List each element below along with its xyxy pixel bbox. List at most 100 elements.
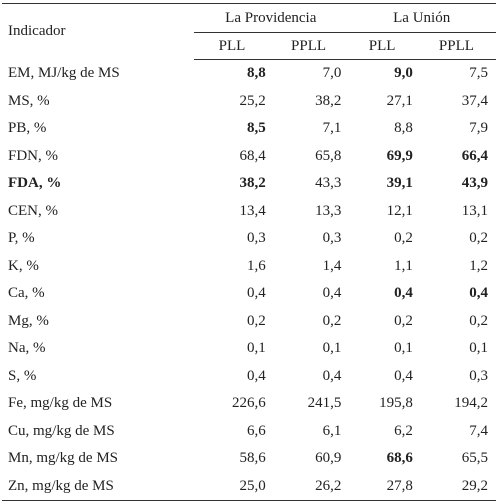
table-row: K, % 1,6 1,4 1,1 1,2 [2,253,496,281]
table-cell: 0,4 [469,285,488,302]
table-cell: 226,6 [232,395,266,412]
table-cell: 194,2 [454,395,488,412]
header-row-groups: Indicador La Providencia La Unión [2,3,496,60]
table-row: Mg, % 0,2 0,2 0,2 0,2 [2,308,496,336]
table-cell: 27,1 [386,92,413,109]
table-row: EM, MJ/kg de MS 8,8 7,0 9,0 7,5 [2,60,496,88]
table-cell: 0,1 [322,340,342,357]
row-label: PB, % [8,120,47,137]
table-cell: 0,1 [394,340,413,357]
table-cell: 1,6 [247,257,266,274]
table-cell: 37,4 [461,92,488,109]
table-cell: 0,4 [394,367,413,384]
subcolumn-header: PPLL [416,32,496,60]
table-row: Zn, mg/kg de MS 25,0 26,2 27,8 29,2 [2,472,496,501]
table-cell: 0,4 [322,285,342,302]
table-cell: 13,4 [239,202,266,219]
row-label: Mn, mg/kg de MS [8,450,119,467]
table-cell: 12,1 [386,202,413,219]
table-cell: 0,4 [247,285,266,302]
table-cell: 8,8 [247,65,266,82]
table-cell: 1,2 [469,257,488,274]
group-header-la-providencia: La Providencia [194,3,348,33]
table-cell: 0,4 [247,367,266,384]
table-cell: 0,4 [394,285,413,302]
table-row: Na, % 0,1 0,1 0,1 0,1 [2,335,496,363]
table-cell: 7,9 [469,120,488,137]
nutrient-table: Indicador La Providencia La Unión PLL PP… [2,3,496,501]
table-cell: 6,6 [247,422,266,439]
indicator-header: Indicador [2,3,195,60]
row-label: Ca, % [8,285,45,302]
row-label: FDN, % [8,147,59,164]
table-row: Cu, mg/kg de MS 6,6 6,1 6,2 7,4 [2,418,496,446]
row-label: CEN, % [8,202,58,219]
table-row: Mn, mg/kg de MS 58,6 60,9 68,6 65,5 [2,445,496,473]
table-cell: 0,2 [469,312,488,329]
table-cell: 58,6 [239,450,266,467]
table-cell: 0,1 [469,340,488,357]
table-cell: 0,1 [247,340,266,357]
table-cell: 6,1 [322,422,342,439]
table-cell: 0,3 [247,230,266,247]
table-cell: 6,2 [394,422,413,439]
subcolumn-header: PLL [347,32,417,60]
table-cell: 0,4 [322,367,342,384]
table-cell: 7,4 [469,422,488,439]
subcolumn-header: PPLL [269,32,348,60]
row-label: Zn, mg/kg de MS [2,472,195,501]
table-cell: 43,3 [315,175,342,192]
table-row: MS, % 25,2 38,2 27,1 37,4 [2,88,496,116]
table-cell: 1,4 [322,257,342,274]
table-cell: 43,9 [461,175,488,192]
row-label: S, % [8,367,37,384]
table-cell: 8,8 [394,120,413,137]
table-cell: 0,3 [469,367,488,384]
table-row: Ca, % 0,4 0,4 0,4 0,4 [2,280,496,308]
table-body: EM, MJ/kg de MS 8,8 7,0 9,0 7,5 MS, % 25,2 38,2… [2,60,496,501]
row-label: K, % [8,257,39,274]
table-cell: 60,9 [315,450,342,467]
table-cell: 68,6 [386,450,413,467]
table-cell: 8,5 [247,120,266,137]
table-row: S, % 0,4 0,4 0,4 0,3 [2,363,496,391]
row-label: Fe, mg/kg de MS [8,395,113,412]
row-label: Cu, mg/kg de MS [8,422,115,439]
table-cell: 66,4 [461,147,488,164]
table-cell: 68,4 [239,147,266,164]
table-cell: 241,5 [307,395,342,412]
table-cell: 7,0 [322,65,342,82]
table-cell: 26,2 [269,472,348,501]
table-cell: 65,5 [461,450,488,467]
table-row: Fe, mg/kg de MS 226,6 241,5 195,8 194,2 [2,390,496,418]
table-row: P, % 0,3 0,3 0,2 0,2 [2,225,496,253]
row-label: FDA, % [8,175,62,192]
table-cell: 69,9 [386,147,413,164]
table-cell: 0,2 [394,230,413,247]
table-cell: 38,2 [239,175,266,192]
row-label: Mg, % [8,312,49,329]
row-label: P, % [8,230,35,247]
table-cell: 25,2 [239,92,266,109]
table-cell: 195,8 [379,395,413,412]
table-cell: 0,2 [322,312,342,329]
table-row: FDN, % 68,4 65,8 69,9 66,4 [2,143,496,171]
table-cell: 7,1 [322,120,342,137]
table-cell: 0,3 [322,230,342,247]
table-cell: 1,1 [394,257,413,274]
table-cell: 0,2 [247,312,266,329]
table-row: CEN, % 13,4 13,3 12,1 13,1 [2,198,496,226]
table-row: FDA, % 38,2 43,3 39,1 43,9 [2,170,496,198]
table-cell: 39,1 [386,175,413,192]
header-row-subcolumns: PLL PPLL PLL PPLL [2,32,496,60]
row-label: Na, % [8,340,46,357]
table-row: PB, % 8,5 7,1 8,8 7,9 [2,115,496,143]
row-label: MS, % [8,92,50,109]
subcolumn-header: PLL [194,32,270,60]
table-cell: 65,8 [315,147,342,164]
table-cell: 9,0 [394,65,413,82]
table-cell: 25,0 [194,472,270,501]
table-cell: 29,2 [416,472,496,501]
table-cell: 13,1 [461,202,488,219]
